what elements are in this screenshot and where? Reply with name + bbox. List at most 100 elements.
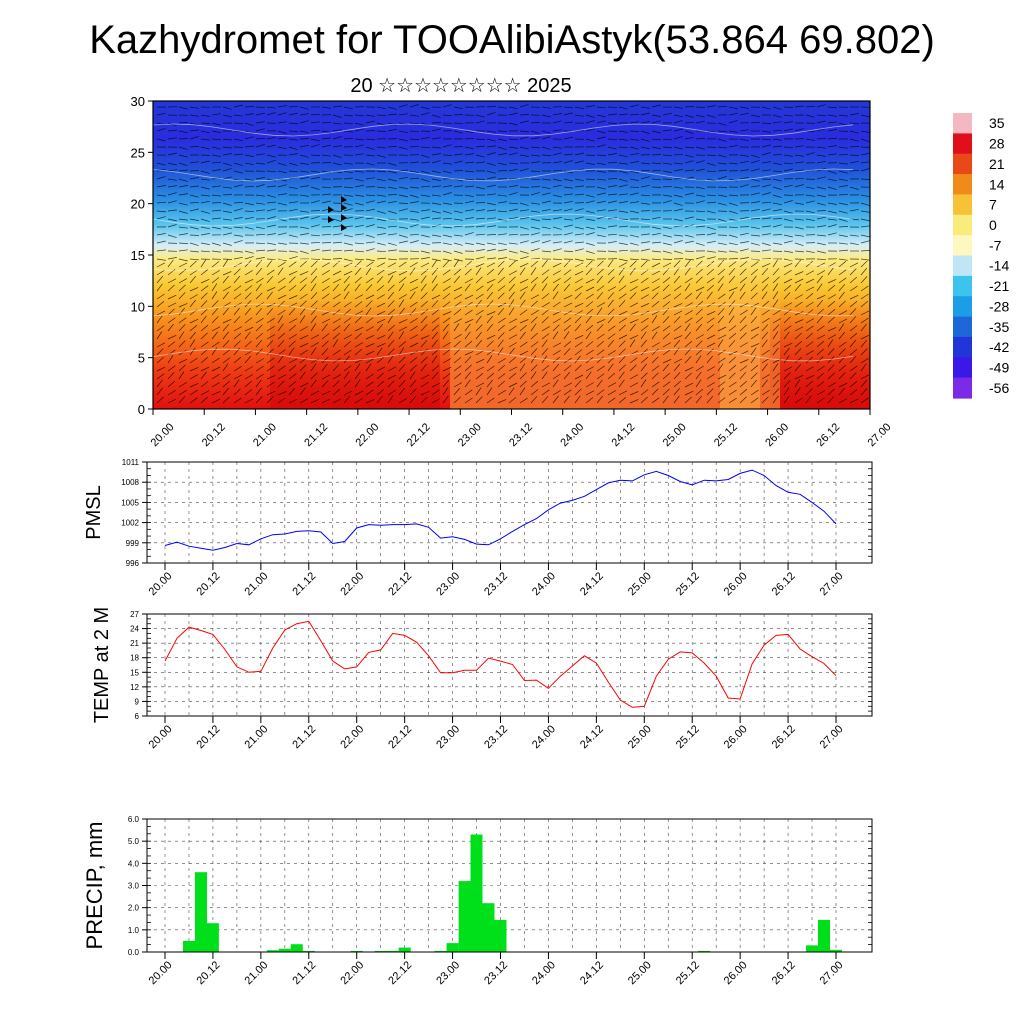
wind-barb <box>299 293 308 300</box>
wind-barb <box>541 250 552 253</box>
wind-barb <box>673 372 681 380</box>
wind-barb <box>244 202 254 206</box>
wind-barb <box>519 278 529 284</box>
wind-barb <box>794 301 803 308</box>
wind-barb <box>552 184 562 188</box>
wind-barb <box>354 398 363 404</box>
wind-barb <box>321 258 332 261</box>
wind-barb <box>530 192 540 196</box>
wind-barb <box>464 389 473 396</box>
wind-barb <box>464 161 475 164</box>
wind-barb <box>464 138 475 140</box>
wind-barb <box>750 121 761 124</box>
wind-barb <box>244 307 252 316</box>
wind-barb <box>156 233 166 236</box>
wind-barb <box>475 138 486 140</box>
wind-barb <box>662 170 672 173</box>
wind-barb <box>310 300 318 308</box>
wind-barb <box>211 270 220 276</box>
wind-barb <box>255 373 264 380</box>
wind-barb <box>805 210 815 214</box>
wind-barb <box>618 348 626 356</box>
wind-barb <box>585 120 595 124</box>
wind-barb <box>618 210 628 213</box>
wind-barb <box>310 358 320 364</box>
wind-barb <box>189 194 199 198</box>
wind-barb <box>167 308 175 316</box>
wind-barb <box>552 248 562 252</box>
wind-barb <box>585 250 595 254</box>
wind-barb <box>244 210 255 213</box>
wind-barb <box>574 334 584 340</box>
x-tick-label: 24.00 <box>558 421 586 449</box>
wind-barb <box>354 184 364 188</box>
wind-barb <box>343 162 353 165</box>
wind-barb <box>684 130 694 134</box>
wind-barb <box>673 285 682 292</box>
wind-barb <box>167 269 176 276</box>
y-tick-label: 1011 <box>122 458 140 467</box>
wind-barb <box>585 301 594 308</box>
wind-barb <box>860 138 870 143</box>
wind-barb <box>211 398 221 404</box>
wind-barb <box>772 114 782 118</box>
wind-barb <box>189 269 198 276</box>
wind-barb <box>486 315 493 324</box>
wind-barb <box>673 146 683 150</box>
wind-barb <box>255 121 265 124</box>
wind-barb <box>497 218 507 222</box>
wind-barb <box>486 202 496 206</box>
wind-barb <box>255 106 266 108</box>
wind-barb <box>222 176 232 180</box>
wind-barb <box>299 194 309 197</box>
wind-barb <box>783 325 792 332</box>
wind-barb <box>827 178 837 182</box>
wind-barb <box>497 138 507 142</box>
x-tick-label: 23.00 <box>456 421 484 449</box>
wind-barb <box>816 325 825 332</box>
wind-barb <box>211 146 221 150</box>
wind-barb <box>376 106 386 110</box>
wind-barb <box>376 186 386 189</box>
wind-barb <box>684 146 695 149</box>
wind-barb <box>343 270 353 276</box>
wind-barb <box>497 332 505 340</box>
wind-barb <box>156 201 167 204</box>
wind-barb <box>233 316 241 324</box>
wind-barb <box>662 162 672 165</box>
wind-barb <box>354 276 362 284</box>
wind-barb <box>750 292 758 300</box>
wind-barb <box>761 389 770 396</box>
wind-barb <box>398 130 408 134</box>
wind-barb <box>805 325 814 332</box>
wind-barb <box>189 389 198 396</box>
wind-barb <box>233 332 242 340</box>
wind-barb <box>332 332 341 340</box>
wind-barb <box>299 271 309 276</box>
wind-barb <box>805 278 815 284</box>
x-tick-label: 24.00 <box>530 959 558 987</box>
wind-barb <box>783 154 793 157</box>
wind-barb <box>266 185 276 188</box>
wind-barb <box>453 250 463 254</box>
wind-barb <box>651 365 660 372</box>
wind-barb <box>497 257 507 260</box>
wind-barb <box>662 358 672 364</box>
wind-barb <box>684 356 692 364</box>
wind-barb <box>530 240 540 244</box>
wind-barb <box>750 389 759 396</box>
wind-barb <box>376 323 384 332</box>
wind-barb <box>761 277 770 284</box>
precip-bar <box>446 943 459 952</box>
wind-barb <box>827 356 835 364</box>
wind-barb <box>673 250 683 254</box>
wind-barb <box>662 363 670 372</box>
wind-barb <box>233 114 243 117</box>
wind-barb <box>761 144 771 148</box>
wind-barb <box>794 387 801 396</box>
wind-barb <box>431 339 438 348</box>
wind-barb <box>409 218 419 221</box>
wind-barb <box>596 302 606 308</box>
wind-barb <box>332 270 342 276</box>
wind-barb <box>332 218 342 222</box>
